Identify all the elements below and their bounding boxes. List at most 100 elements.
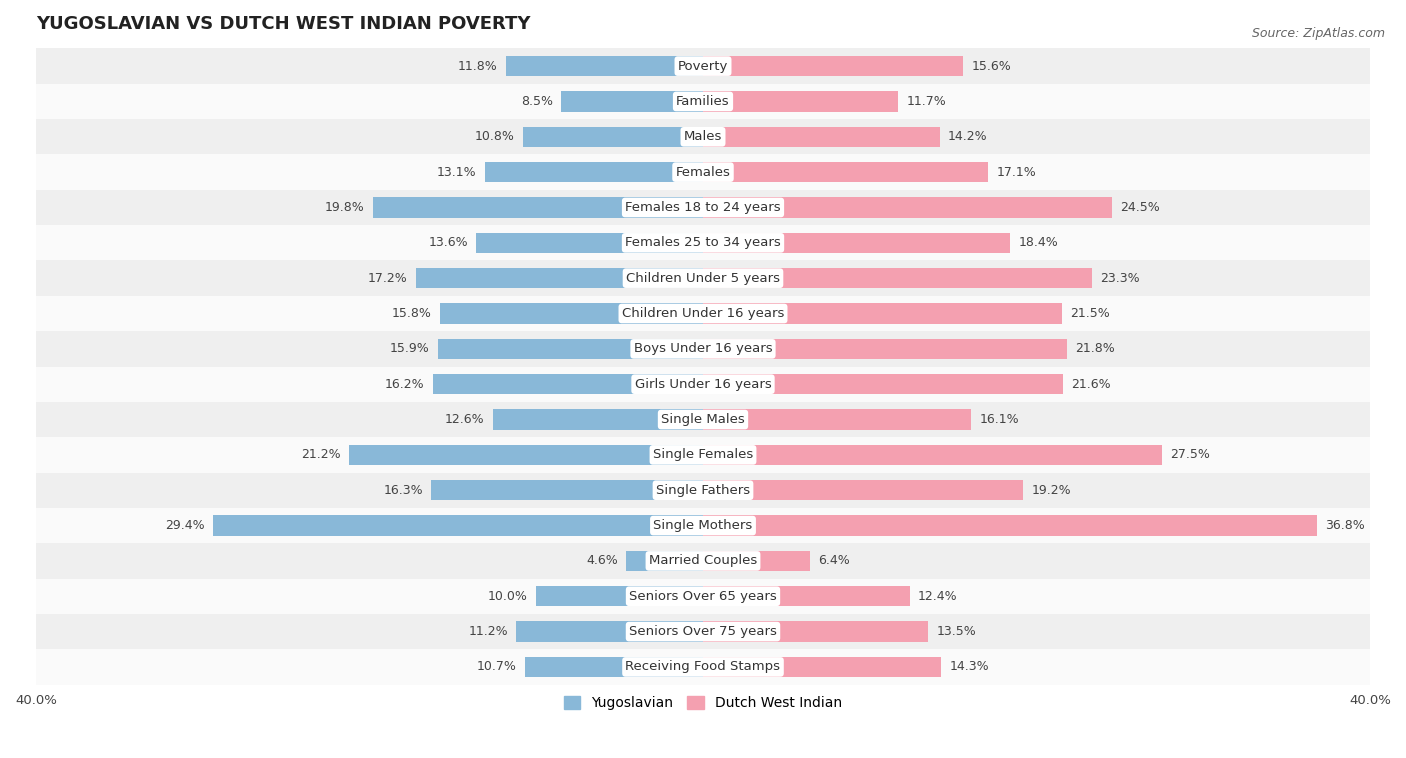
Text: 19.2%: 19.2% (1032, 484, 1071, 496)
Text: 13.5%: 13.5% (936, 625, 976, 638)
Text: Receiving Food Stamps: Receiving Food Stamps (626, 660, 780, 673)
Bar (37, 49, 1369, 84)
Bar (37, 472, 1369, 508)
Bar (536, 586, 703, 606)
Bar (37, 225, 1369, 261)
Text: Seniors Over 65 years: Seniors Over 65 years (628, 590, 778, 603)
Bar (703, 197, 1112, 218)
Text: 18.4%: 18.4% (1018, 236, 1057, 249)
Bar (703, 268, 1091, 288)
Text: Females 18 to 24 years: Females 18 to 24 years (626, 201, 780, 214)
Text: 13.1%: 13.1% (437, 166, 477, 179)
Text: 4.6%: 4.6% (586, 554, 619, 568)
Bar (432, 480, 703, 500)
Bar (524, 656, 703, 677)
Bar (703, 56, 963, 77)
Text: 10.0%: 10.0% (488, 590, 527, 603)
Bar (437, 339, 703, 359)
Text: 21.8%: 21.8% (1076, 343, 1115, 356)
Text: 12.6%: 12.6% (444, 413, 485, 426)
Bar (494, 409, 703, 430)
Bar (37, 261, 1369, 296)
Bar (703, 409, 972, 430)
Text: 16.2%: 16.2% (385, 377, 425, 390)
Text: 14.2%: 14.2% (948, 130, 988, 143)
Bar (703, 445, 1161, 465)
Text: 15.9%: 15.9% (389, 343, 429, 356)
Text: YUGOSLAVIAN VS DUTCH WEST INDIAN POVERTY: YUGOSLAVIAN VS DUTCH WEST INDIAN POVERTY (37, 15, 530, 33)
Text: Girls Under 16 years: Girls Under 16 years (634, 377, 772, 390)
Bar (703, 127, 939, 147)
Text: 16.3%: 16.3% (384, 484, 423, 496)
Bar (37, 614, 1369, 650)
Bar (373, 197, 703, 218)
Text: 27.5%: 27.5% (1170, 449, 1209, 462)
Bar (506, 56, 703, 77)
Text: 17.1%: 17.1% (997, 166, 1036, 179)
Text: Boys Under 16 years: Boys Under 16 years (634, 343, 772, 356)
Text: 15.8%: 15.8% (391, 307, 432, 320)
Bar (440, 303, 703, 324)
Bar (703, 586, 910, 606)
Text: Children Under 16 years: Children Under 16 years (621, 307, 785, 320)
Bar (703, 550, 810, 572)
Text: 8.5%: 8.5% (520, 95, 553, 108)
Text: 6.4%: 6.4% (818, 554, 849, 568)
Bar (416, 268, 703, 288)
Bar (37, 331, 1369, 367)
Text: 13.6%: 13.6% (429, 236, 468, 249)
Text: 11.8%: 11.8% (458, 60, 498, 73)
Text: 24.5%: 24.5% (1121, 201, 1160, 214)
Text: 14.3%: 14.3% (950, 660, 990, 673)
Bar (37, 190, 1369, 225)
Text: 17.2%: 17.2% (368, 271, 408, 285)
Text: Single Fathers: Single Fathers (657, 484, 749, 496)
Text: Poverty: Poverty (678, 60, 728, 73)
Text: Children Under 5 years: Children Under 5 years (626, 271, 780, 285)
Bar (37, 155, 1369, 190)
Text: Seniors Over 75 years: Seniors Over 75 years (628, 625, 778, 638)
Text: Married Couples: Married Couples (650, 554, 756, 568)
Text: Females: Females (675, 166, 731, 179)
Text: 19.8%: 19.8% (325, 201, 364, 214)
Text: 16.1%: 16.1% (980, 413, 1019, 426)
Text: 10.7%: 10.7% (477, 660, 516, 673)
Bar (703, 233, 1010, 253)
Bar (37, 402, 1369, 437)
Bar (561, 91, 703, 111)
Bar (37, 367, 1369, 402)
Text: 36.8%: 36.8% (1324, 519, 1365, 532)
Bar (703, 162, 988, 183)
Bar (37, 119, 1369, 155)
Bar (37, 508, 1369, 543)
Bar (477, 233, 703, 253)
Bar (703, 480, 1024, 500)
Text: Females 25 to 34 years: Females 25 to 34 years (626, 236, 780, 249)
Bar (516, 622, 703, 642)
Text: 29.4%: 29.4% (165, 519, 204, 532)
Bar (703, 374, 1063, 394)
Text: 21.6%: 21.6% (1071, 377, 1111, 390)
Bar (485, 162, 703, 183)
Bar (626, 550, 703, 572)
Bar (37, 650, 1369, 684)
Text: 11.7%: 11.7% (907, 95, 946, 108)
Text: Males: Males (683, 130, 723, 143)
Text: 10.8%: 10.8% (475, 130, 515, 143)
Text: Source: ZipAtlas.com: Source: ZipAtlas.com (1251, 27, 1385, 39)
Text: Families: Families (676, 95, 730, 108)
Bar (703, 656, 942, 677)
Bar (350, 445, 703, 465)
Text: Single Females: Single Females (652, 449, 754, 462)
Text: 21.5%: 21.5% (1070, 307, 1109, 320)
Bar (433, 374, 703, 394)
Bar (37, 578, 1369, 614)
Bar (37, 296, 1369, 331)
Text: 15.6%: 15.6% (972, 60, 1011, 73)
Bar (703, 339, 1067, 359)
Text: 23.3%: 23.3% (1099, 271, 1139, 285)
Text: 11.2%: 11.2% (468, 625, 508, 638)
Bar (37, 543, 1369, 578)
Bar (703, 515, 1316, 536)
Text: 12.4%: 12.4% (918, 590, 957, 603)
